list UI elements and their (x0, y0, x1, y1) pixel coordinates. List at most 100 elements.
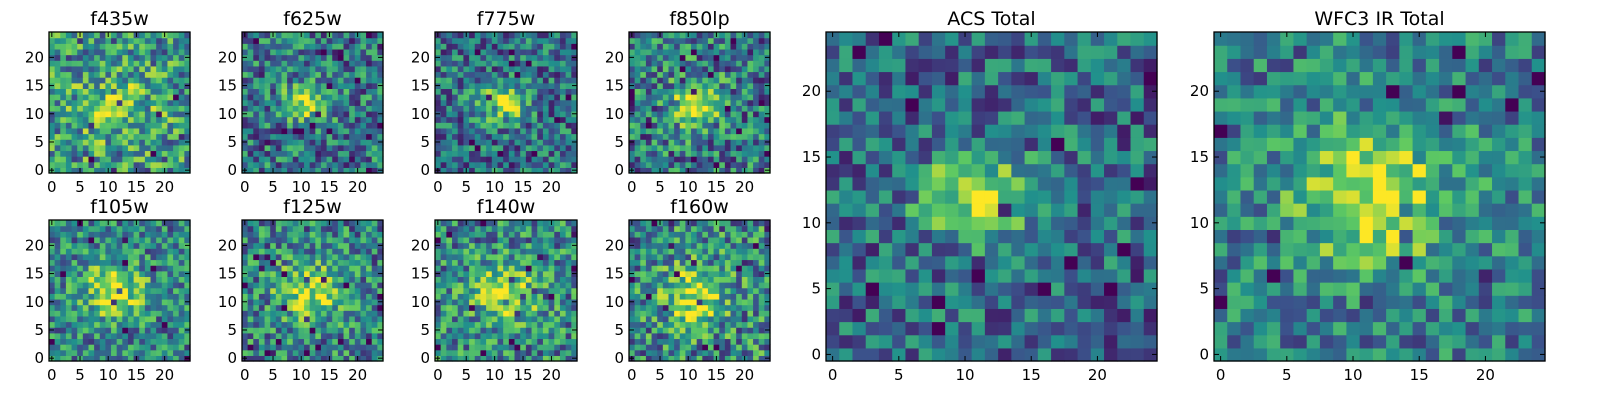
heatmap-cell (736, 321, 743, 328)
heatmap-cell (696, 310, 703, 317)
heatmap-cell (82, 133, 90, 140)
heatmap-cell (161, 332, 169, 340)
heatmap-cell (674, 287, 681, 294)
heatmap-cell (349, 77, 356, 84)
heatmap-cell (440, 298, 447, 306)
heatmap-cell (371, 82, 378, 89)
heatmap-cell (497, 259, 504, 266)
heatmap-cell (247, 298, 254, 306)
heatmap-cell (629, 60, 636, 67)
heatmap-cell (111, 327, 118, 334)
heatmap-cell (156, 349, 163, 356)
heatmap-cell (514, 60, 521, 67)
heatmap-cell (144, 65, 152, 73)
heatmap-cell (452, 270, 459, 277)
heatmap-cell (503, 99, 510, 106)
heatmap-cell (304, 156, 311, 163)
heatmap-cell (116, 77, 123, 84)
heatmap-cell (320, 248, 328, 255)
heatmap-cell (49, 293, 56, 300)
heatmap-cell (71, 298, 78, 306)
heatmap-cell (304, 287, 311, 294)
heatmap-cell (366, 270, 373, 277)
heatmap-cell (736, 71, 743, 78)
heatmap-cell (304, 71, 311, 78)
heatmap-cell (116, 48, 123, 56)
heatmap-cell (736, 37, 743, 44)
heatmap-cell (167, 71, 174, 78)
heatmap-cell (264, 293, 271, 300)
heatmap-cell (349, 105, 356, 112)
x-tick-label: 5 (268, 178, 278, 196)
heatmap-cell (139, 287, 146, 294)
heatmap-cell (730, 82, 737, 89)
heatmap-cell (525, 110, 533, 118)
heatmap-cell (309, 144, 316, 152)
heatmap-cell (520, 242, 527, 249)
heatmap-cell (133, 321, 140, 328)
heatmap-cell (486, 99, 493, 106)
heatmap-cell (320, 116, 328, 123)
heatmap-cell (156, 77, 163, 84)
heatmap-cell (525, 236, 533, 244)
heatmap-cell (651, 270, 658, 277)
heatmap-cell (161, 327, 169, 334)
heatmap-cell (275, 282, 283, 289)
heatmap-cell (657, 43, 664, 50)
heatmap-cell (531, 304, 538, 311)
heatmap-cell (281, 161, 288, 168)
heatmap-cell (270, 110, 277, 118)
heatmap-cell (371, 156, 378, 163)
heatmap-cell (354, 242, 362, 249)
heatmap-cell (486, 48, 493, 56)
heatmap-cell (139, 82, 146, 89)
heatmap-cell (629, 161, 636, 168)
heatmap-cell (247, 338, 254, 345)
heatmap-cell (281, 48, 288, 56)
heatmap-cell (491, 88, 499, 95)
heatmap-cell (275, 144, 283, 152)
heatmap-cell (326, 225, 333, 232)
heatmap-cell (707, 77, 715, 84)
heatmap-cell (270, 310, 277, 317)
heatmap-cell (247, 344, 254, 351)
heatmap-cell (309, 355, 316, 362)
heatmap-cell (247, 48, 254, 56)
heatmap-cell (258, 88, 266, 95)
heatmap-cell (457, 344, 464, 351)
heatmap-cell (184, 259, 191, 266)
heatmap-cell (514, 48, 521, 56)
heatmap-cell (287, 94, 294, 101)
heatmap-cell (469, 315, 476, 323)
heatmap-cell (537, 248, 544, 255)
heatmap-cell (691, 48, 698, 56)
heatmap-cell (565, 94, 572, 101)
heatmap-cell (332, 116, 339, 123)
heatmap-cell (463, 65, 470, 73)
heatmap-cell (178, 344, 185, 351)
heatmap-cell (645, 77, 653, 84)
heatmap-cell (99, 54, 106, 61)
heatmap-cell (571, 32, 578, 39)
heatmap-cell (565, 276, 572, 283)
heatmap-cell (287, 105, 294, 112)
heatmap-cell (49, 71, 56, 78)
heatmap-cell (696, 338, 703, 345)
heatmap-cell (343, 259, 350, 266)
heatmap-cell (122, 88, 129, 95)
heatmap-cell (531, 321, 538, 328)
heatmap-cell (144, 161, 152, 168)
heatmap-cell (668, 127, 675, 135)
heatmap-cell (105, 270, 112, 277)
heatmap-cell (719, 355, 726, 362)
heatmap-cell (463, 161, 470, 168)
heatmap-cell (49, 282, 56, 289)
heatmap-cell (645, 54, 653, 61)
heatmap-cell (435, 259, 442, 266)
heatmap-cell (88, 321, 95, 328)
heatmap-cell (497, 65, 504, 73)
heatmap-cell (657, 332, 664, 340)
heatmap-cell (537, 321, 544, 328)
x-tick-label: 10 (99, 178, 118, 196)
heatmap-cell (542, 43, 550, 50)
